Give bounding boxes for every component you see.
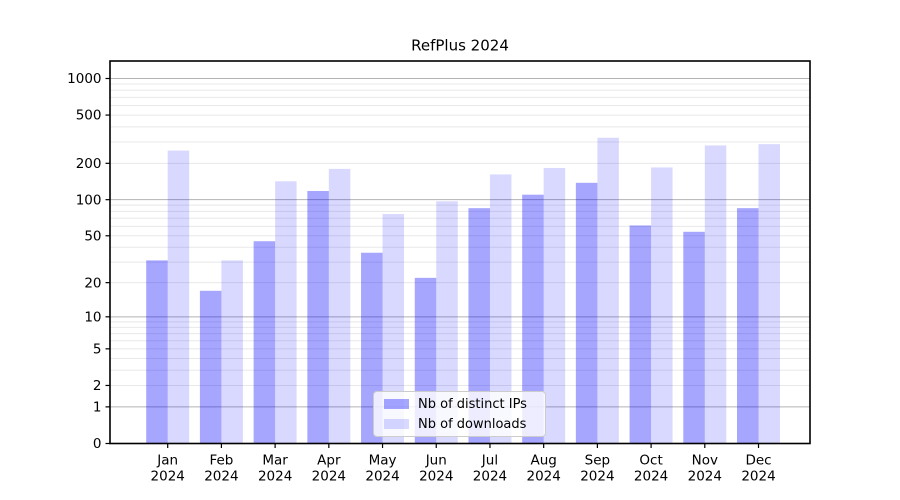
x-tick-label-month-dec-2024: Dec [745, 453, 771, 469]
x-tick-label-year-mar-2024: 2024 [258, 469, 292, 485]
x-tick-label-month-oct-2024: Oct [639, 453, 662, 469]
x-tick-label-year-feb-2024: 2024 [204, 469, 238, 485]
bar-nb-of-downloads-aug-2024 [543, 167, 566, 444]
x-tick-label-year-jul-2024: 2024 [473, 469, 507, 485]
bar-nb-of-distinct-ips-mar-2024 [253, 241, 276, 444]
x-tick-label-year-may-2024: 2024 [365, 469, 399, 485]
bar-nb-of-downloads-jun-2024 [436, 201, 458, 444]
y-tick-label-20: 20 [84, 275, 101, 291]
bar-nb-of-distinct-ips-jan-2024 [146, 260, 168, 444]
x-tick-label-month-jul-2024: Jul [481, 453, 498, 469]
bar-nb-of-distinct-ips-sep-2024 [575, 182, 598, 444]
bar-nb-of-distinct-ips-jul-2024 [468, 208, 490, 444]
x-tick-label-year-aug-2024: 2024 [526, 469, 560, 485]
bar-nb-of-downloads-jan-2024 [167, 150, 190, 444]
x-tick-label-year-apr-2024: 2024 [312, 469, 346, 485]
legend-swatch-downloads [384, 418, 409, 430]
legend-entry-distinct-ips: Nb of distinct IPs [384, 397, 537, 412]
x-tick-label-year-jun-2024: 2024 [419, 469, 453, 485]
bar-nb-of-downloads-dec-2024 [758, 144, 781, 444]
legend-label-downloads: Nb of downloads [418, 416, 527, 432]
y-tick-label-50: 50 [84, 228, 101, 244]
x-tick-label-month-apr-2024: Apr [317, 453, 341, 469]
bar-nb-of-distinct-ips-aug-2024 [522, 194, 544, 444]
y-tick-label-1: 1 [93, 399, 102, 415]
bar-nb-of-downloads-sep-2024 [597, 137, 619, 444]
y-tick-label-1000: 1000 [67, 71, 101, 87]
x-tick-label-year-sep-2024: 2024 [580, 469, 614, 485]
bar-nb-of-downloads-jul-2024 [489, 174, 512, 444]
bar-nb-of-distinct-ips-nov-2024 [683, 231, 705, 444]
legend: Nb of distinct IPs Nb of downloads [373, 391, 546, 437]
y-tick-label-0: 0 [93, 436, 102, 452]
legend-swatch-distinct-ips [384, 398, 409, 410]
x-tick-label-month-jun-2024: Jun [425, 453, 447, 469]
bar-nb-of-distinct-ips-dec-2024 [737, 208, 759, 444]
y-tick-label-5: 5 [93, 341, 102, 357]
bar-nb-of-distinct-ips-apr-2024 [307, 191, 329, 444]
x-tick-label-year-dec-2024: 2024 [741, 469, 775, 485]
bar-nb-of-distinct-ips-feb-2024 [199, 290, 222, 444]
x-tick-label-year-oct-2024: 2024 [634, 469, 668, 485]
x-tick-label-year-nov-2024: 2024 [688, 469, 722, 485]
x-tick-label-month-sep-2024: Sep [585, 453, 610, 469]
legend-label-distinct-ips: Nb of distinct IPs [418, 396, 527, 412]
bar-nb-of-downloads-feb-2024 [221, 260, 243, 444]
x-tick-label-month-aug-2024: Aug [530, 453, 556, 469]
axes-layer: 01251020501002005001000Jan2024Feb2024Mar… [67, 60, 811, 485]
chart-title: RefPlus 2024 [411, 37, 509, 55]
x-tick-label-year-jan-2024: 2024 [151, 469, 185, 485]
legend-entry-downloads: Nb of downloads [384, 417, 537, 432]
x-tick-label-month-mar-2024: Mar [262, 453, 288, 469]
y-tick-label-100: 100 [76, 192, 102, 208]
x-tick-label-month-feb-2024: Feb [209, 453, 233, 469]
bar-nb-of-downloads-nov-2024 [704, 145, 727, 444]
bar-nb-of-downloads-may-2024 [382, 214, 405, 444]
y-tick-label-10: 10 [84, 309, 101, 325]
x-tick-label-month-may-2024: May [369, 453, 397, 469]
bar-nb-of-distinct-ips-oct-2024 [629, 225, 652, 444]
bar-nb-of-downloads-mar-2024 [275, 181, 297, 444]
plot-frame [109, 60, 811, 445]
minor-gridlines [110, 83, 810, 386]
bar-nb-of-downloads-oct-2024 [651, 167, 673, 444]
x-tick-label-month-jan-2024: Jan [156, 453, 178, 469]
y-tick-label-2: 2 [93, 378, 102, 394]
x-tick-label-month-nov-2024: Nov [692, 453, 718, 469]
y-tick-label-200: 200 [76, 156, 102, 172]
y-tick-label-500: 500 [76, 108, 102, 124]
bar-nb-of-downloads-apr-2024 [328, 168, 351, 444]
